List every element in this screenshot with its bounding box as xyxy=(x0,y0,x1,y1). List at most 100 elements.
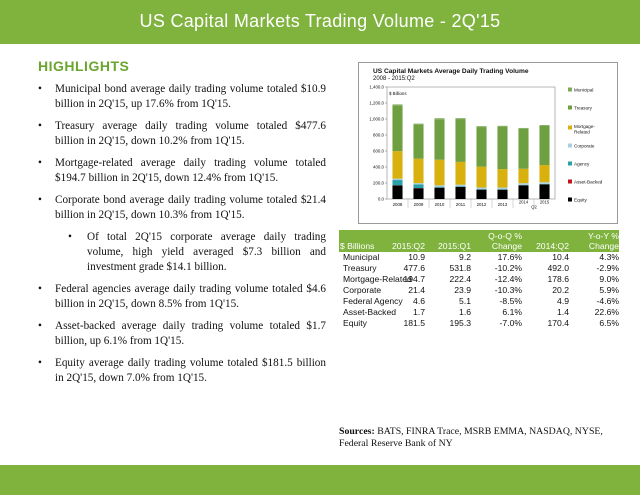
cell-value: -10.2% xyxy=(494,263,522,273)
bullet-text: Municipal bond average daily trading vol… xyxy=(55,83,326,110)
y-tick-label: 1,000.0 xyxy=(369,117,384,122)
bar-segment xyxy=(413,188,424,199)
bar-segment xyxy=(476,127,487,167)
trading-volume-chart: US Capital Markets Average Daily Trading… xyxy=(358,62,618,224)
table-row: Treasury 477.6 531.8 -10.2% 492.0 -2.9% xyxy=(339,263,619,274)
cell-value: 4.9 xyxy=(557,296,569,306)
cell-value: -10.3% xyxy=(494,285,522,295)
x-tick-label: 2011 xyxy=(456,202,466,207)
bullet-text: Federal agencies average daily trading v… xyxy=(55,283,326,310)
cell-value: 20.2 xyxy=(552,285,569,295)
header-band: US Capital Markets Trading Volume - 2Q'1… xyxy=(0,0,640,44)
bar-segment xyxy=(476,166,487,188)
table-header-top: Y-o-Y % xyxy=(587,231,619,241)
bar-segment xyxy=(434,185,445,187)
cell-value: 6.1% xyxy=(502,307,522,317)
cell-value: 1.6 xyxy=(459,307,471,317)
bar-segment xyxy=(434,159,445,186)
legend-label: Agency xyxy=(574,162,590,167)
bar-segment xyxy=(413,123,424,125)
bar-segment xyxy=(434,118,445,120)
bullet-text: Of total 2Q'15 corporate average daily t… xyxy=(87,231,326,273)
cell-value: 5.1 xyxy=(459,296,471,306)
bar-segment xyxy=(476,126,487,128)
cell-value: 9.0% xyxy=(599,274,619,284)
y-tick-label: 200.0 xyxy=(373,181,385,186)
x-tick-label: 2009 xyxy=(414,202,424,207)
highlight-bullet: • Municipal bond average daily trading vo… xyxy=(38,82,326,112)
bar-segment xyxy=(539,182,550,184)
table-row: Federal Agency 4.6 5.1 -8.5% 4.9 -4.6% xyxy=(339,296,619,307)
legend-label: Municipal xyxy=(574,88,593,93)
cell-value: 1.7 xyxy=(413,307,425,317)
bar-segment xyxy=(455,119,466,162)
bullet-dot: • xyxy=(38,120,42,132)
volume-table: Q-o-Q % Y-o-Y % $ Billions 2015:Q2 2015:Q1 Ch… xyxy=(339,230,619,329)
table-header-cell: 2014:Q2 xyxy=(536,241,569,251)
page-title: US Capital Markets Trading Volume - 2Q'1… xyxy=(139,11,501,31)
y-tick-label: 600.0 xyxy=(373,149,385,154)
highlight-bullet: • Treasury average daily trading volume t… xyxy=(38,119,326,149)
row-label: Municipal xyxy=(343,252,380,262)
bar-segment xyxy=(434,119,445,160)
bar-segment xyxy=(413,183,424,185)
x-tick-label: 2008 xyxy=(393,202,403,207)
bar-segment xyxy=(539,125,550,165)
table-header: Q-o-Q % Y-o-Y % $ Billions 2015:Q2 2015:Q1 Ch… xyxy=(339,230,619,252)
bar-segment xyxy=(518,128,529,169)
bullet-dot: • xyxy=(38,283,42,295)
plot-area xyxy=(386,86,556,200)
bar-segment xyxy=(476,189,487,199)
bullet-text: Treasury average daily trading volume to… xyxy=(55,120,326,147)
cell-value: 5.9% xyxy=(599,285,619,295)
bullet-dot: • xyxy=(38,83,42,95)
table-row: Municipal 10.9 9.2 17.6% 10.4 4.3% xyxy=(339,252,619,263)
cell-value: 531.8 xyxy=(449,263,471,273)
legend-swatch xyxy=(568,105,572,110)
chart-subtitle: 2008 - 2015:Q2 xyxy=(373,76,415,82)
bullet-text: Equity average daily trading volume tota… xyxy=(55,357,326,384)
bar-segment xyxy=(476,189,487,190)
bar-segment xyxy=(539,184,550,199)
bar-segment xyxy=(497,187,508,190)
highlight-bullet: • Mortgage-related average daily trading … xyxy=(38,156,326,186)
cell-value: 21.4 xyxy=(408,285,425,295)
bar-segment xyxy=(392,180,403,186)
cell-value: 4.3% xyxy=(599,252,619,262)
highlight-bullet: • Equity average daily trading volume tot… xyxy=(38,356,326,386)
x-group-label: 2015 xyxy=(540,200,550,205)
cell-value: -8.5% xyxy=(499,296,522,306)
highlights-list: • Municipal bond average daily trading vo… xyxy=(38,82,326,393)
bar-segment xyxy=(497,126,508,170)
cell-value: 9.2 xyxy=(459,252,471,262)
bar-segment xyxy=(392,104,403,106)
table-header-cell: Change xyxy=(588,241,619,251)
bar-segment xyxy=(455,184,466,187)
cell-value: 22.6% xyxy=(594,307,619,317)
sources-note: Sources: BATS, FINRA Trace, MSRB EMMA, N… xyxy=(339,426,621,450)
bar-segment xyxy=(518,183,529,185)
bullet-text: Asset-backed average daily trading volum… xyxy=(55,320,326,347)
sources-text: BATS, FINRA Trace, MSRB EMMA, NASDAQ, NY… xyxy=(339,426,603,449)
highlight-bullet: • Asset-backed average daily trading volu… xyxy=(38,319,326,349)
table-header-cell: 2015:Q2 xyxy=(392,241,425,251)
bar-segment xyxy=(455,187,466,199)
table-row: Equity 181.5 195.3 -7.0% 170.4 6.5% xyxy=(339,318,619,329)
table-header-cell: $ Billions xyxy=(340,241,375,251)
bar-segment xyxy=(539,125,550,126)
table-row: Mortgage-Related 194.7 222.4 -12.4% 178.6 9.0… xyxy=(339,274,619,285)
bar-segment xyxy=(413,124,424,159)
chart-svg: US Capital Markets Average Daily Trading… xyxy=(369,68,602,210)
y-tick-label: 400.0 xyxy=(373,165,385,170)
x-tick-label: 2010 xyxy=(435,202,445,207)
cell-value: 10.9 xyxy=(408,252,425,262)
legend-swatch xyxy=(568,179,572,184)
bar-segment xyxy=(392,105,403,152)
bar-segment xyxy=(518,185,529,199)
table-row: Asset-Backed 1.7 1.6 6.1% 1.4 22.6% xyxy=(339,307,619,318)
table-row: Corporate 21.4 23.9 -10.3% 20.2 5.9% xyxy=(339,285,619,296)
bar-segment xyxy=(392,178,403,181)
cell-value: 477.6 xyxy=(403,263,425,273)
legend-label: Equity xyxy=(574,198,587,203)
bar-segment xyxy=(497,189,508,199)
